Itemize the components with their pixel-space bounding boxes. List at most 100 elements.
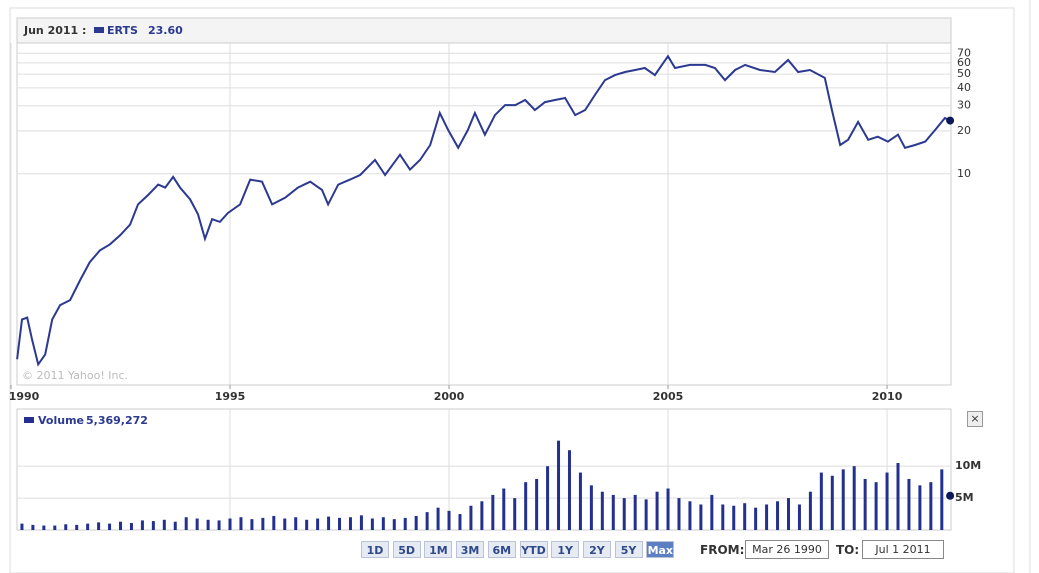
price-panel (16, 17, 952, 386)
range-button[interactable]: 1Y (551, 541, 580, 558)
volume-bar (108, 523, 112, 530)
range-button[interactable]: 1M (424, 541, 453, 558)
volume-bar (20, 523, 24, 530)
volume-bar (97, 522, 101, 530)
volume-bar (491, 494, 495, 530)
volume-bar (173, 521, 177, 530)
x-tick-label: 2010 (872, 390, 903, 403)
volume-bar (852, 466, 856, 530)
volume-bar (392, 519, 396, 530)
header-price: 23.60 (148, 24, 183, 37)
range-button[interactable]: 5Y (614, 541, 643, 558)
volume-bar (64, 524, 68, 530)
x-tick-label: 1990 (9, 390, 40, 403)
volume-bar (425, 512, 429, 530)
volume-bar (53, 525, 57, 530)
volume-bar (622, 498, 626, 530)
from-label: FROM: (700, 543, 745, 557)
y-tick-label: 30 (957, 99, 971, 112)
close-button[interactable]: × (967, 411, 983, 427)
volume-bar (480, 501, 484, 530)
range-button[interactable]: 5D (392, 541, 421, 558)
volume-bar (228, 518, 232, 530)
price-header (16, 17, 952, 44)
volume-bar (261, 517, 265, 530)
y-tick-label: 5M (955, 491, 974, 504)
volume-bar (129, 522, 133, 530)
volume-bar (348, 517, 352, 530)
volume-bar (819, 472, 823, 530)
legend-swatch (94, 27, 104, 33)
volume-bar (567, 450, 571, 530)
range-button[interactable]: 6M (487, 541, 516, 558)
last-volume (946, 491, 955, 500)
y-tick-label: 50 (957, 67, 971, 80)
volume-bar (754, 507, 758, 530)
volume-bar (151, 521, 155, 530)
volume-bar (808, 491, 812, 530)
volume-bar (874, 482, 878, 530)
volume-bar (776, 501, 780, 530)
range-button[interactable]: 2Y (582, 541, 611, 558)
volume-bar (162, 519, 166, 530)
volume-bar (677, 498, 681, 530)
legend-symbol: ERTS (107, 24, 138, 37)
volume-bar (929, 482, 933, 530)
volume-bar (447, 510, 451, 530)
volume-bar (42, 525, 46, 530)
y-tick-label: 40 (957, 81, 971, 94)
volume-bar (250, 519, 254, 530)
from-input[interactable]: Mar 26 1990 (745, 540, 829, 559)
volume-bar (830, 475, 834, 530)
x-tick-label: 2000 (434, 390, 465, 403)
volume-bar (403, 517, 407, 530)
volume-bar (75, 524, 79, 530)
volume-bar (655, 491, 659, 530)
volume-bar (294, 517, 298, 530)
volume-bar (699, 504, 703, 530)
volume-bar (414, 515, 418, 530)
volume-bar (31, 524, 35, 530)
volume-bar (513, 498, 517, 530)
to-input[interactable]: Jul 1 2011 (862, 540, 944, 559)
volume-bar (940, 469, 944, 530)
volume-bar (469, 505, 473, 530)
volume-bar (458, 514, 462, 530)
volume-bar (743, 503, 747, 530)
volume-bar (370, 518, 374, 530)
volume-bar (535, 478, 539, 530)
range-button[interactable]: YTD (519, 541, 548, 558)
volume-bar (359, 515, 363, 530)
x-tick-label: 1995 (215, 390, 246, 403)
volume-bar (524, 482, 528, 530)
volume-bar (765, 504, 769, 530)
last-point (946, 116, 955, 125)
volume-bar (272, 515, 276, 530)
volume-bar (710, 494, 714, 530)
range-button[interactable]: 1D (361, 541, 389, 558)
volume-bar (436, 507, 440, 530)
volume-bar (327, 516, 331, 530)
to-label: TO: (836, 543, 860, 557)
volume-bar (644, 499, 648, 530)
volume-bar (666, 488, 670, 530)
volume-bar (502, 488, 506, 530)
volume-bar (721, 504, 725, 530)
volume-bar (546, 466, 550, 530)
volume-bar (589, 485, 593, 530)
volume-bar (578, 472, 582, 530)
volume-bar (338, 517, 342, 530)
y-tick-label: 20 (957, 124, 971, 137)
range-button[interactable]: Max (646, 541, 675, 558)
range-button[interactable]: 3M (456, 541, 485, 558)
volume-bar (841, 469, 845, 530)
volume-bar (316, 518, 320, 530)
volume-bar (283, 518, 287, 530)
volume-bar (633, 494, 637, 530)
volume-bar (611, 494, 615, 530)
volume-bar (885, 472, 889, 530)
volume-bar (195, 518, 199, 530)
volume-bar (305, 519, 309, 530)
volume-bar (863, 478, 867, 530)
